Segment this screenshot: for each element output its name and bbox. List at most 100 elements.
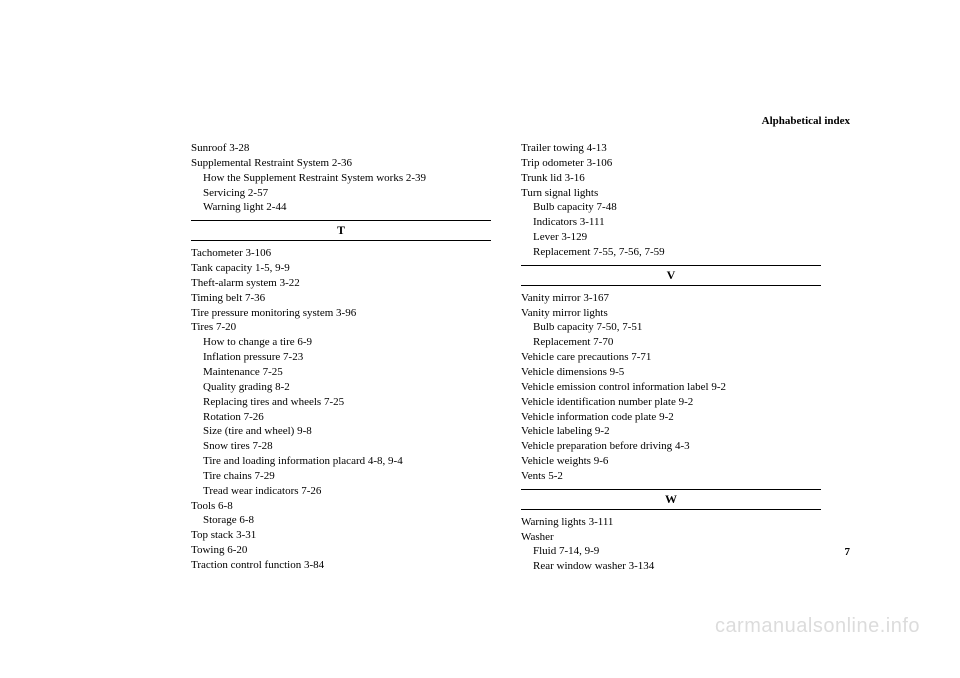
entry-text: Vanity mirror	[521, 292, 581, 304]
entry-text: Fluid	[533, 545, 556, 557]
entry-ref: 7-25	[321, 396, 344, 408]
entry-text: Bulb capacity	[533, 201, 594, 213]
entry-ref: 3-28	[226, 142, 249, 154]
entry-text: Trailer towing	[521, 142, 584, 154]
index-entry: Replacement 7-55, 7-56, 7-59	[521, 245, 821, 260]
entry-text: Replacement	[533, 246, 590, 258]
entry-text: Theft-alarm system	[191, 277, 277, 289]
entry-ref: 3-106	[243, 247, 271, 259]
entry-ref: 6-9	[295, 336, 312, 348]
index-entry: Rear window washer 3-134	[521, 559, 821, 574]
entry-ref: 6-8	[215, 500, 232, 512]
entry-text: Traction control function	[191, 559, 301, 571]
entry-text: Vehicle labeling	[521, 425, 592, 437]
entry-ref: 1-5, 9-9	[252, 262, 290, 274]
entry-ref: 3-22	[277, 277, 300, 289]
entry-text: Washer	[521, 531, 554, 543]
entry-ref: 7-29	[252, 470, 275, 482]
entry-ref: 2-36	[329, 157, 352, 169]
entry-text: Indicators	[533, 216, 577, 228]
index-entry: Quality grading 8-2	[191, 380, 491, 395]
index-entry: Snow tires 7-28	[191, 439, 491, 454]
entry-text: Tread wear indicators	[203, 485, 299, 497]
entry-text: Snow tires	[203, 440, 250, 452]
index-entry: Vanity mirror 3-167	[521, 291, 821, 306]
index-entry: Vehicle weights 9-6	[521, 454, 821, 469]
entry-ref: 7-14, 9-9	[556, 545, 599, 557]
entry-text: Servicing	[203, 187, 245, 199]
entry-ref: 6-8	[237, 514, 254, 526]
entry-ref: 8-2	[272, 381, 289, 393]
entry-text: Lever	[533, 231, 559, 243]
entry-ref: 3-16	[562, 172, 585, 184]
index-entry: Sunroof 3-28	[191, 141, 491, 156]
entry-ref: 9-2	[656, 411, 673, 423]
index-entry: Bulb capacity 7-50, 7-51	[521, 320, 821, 335]
entry-ref: 7-71	[629, 351, 652, 363]
entry-text: Supplemental Restraint System	[191, 157, 329, 169]
index-entry: Storage 6-8	[191, 513, 491, 528]
index-entry: Tires 7-20	[191, 320, 491, 335]
index-entry: Supplemental Restraint System 2-36	[191, 156, 491, 171]
entry-ref: 7-26	[299, 485, 322, 497]
index-entry: Timing belt 7-36	[191, 291, 491, 306]
index-entry: Bulb capacity 7-48	[521, 200, 821, 215]
index-entry: Warning lights 3-111	[521, 515, 821, 530]
entry-text: Replacing tires and wheels	[203, 396, 321, 408]
entry-ref: 3-106	[584, 157, 612, 169]
entry-ref: 3-84	[301, 559, 324, 571]
right-column: Trailer towing 4-13Trip odometer 3-106Tr…	[521, 141, 821, 574]
page-number: 7	[845, 546, 851, 558]
entry-text: Top stack	[191, 529, 233, 541]
entry-text: Vehicle weights	[521, 455, 591, 467]
entry-ref: 7-36	[242, 292, 265, 304]
entry-text: Vehicle care precautions	[521, 351, 629, 363]
entry-ref: 9-6	[591, 455, 608, 467]
entry-ref: 3-167	[581, 292, 609, 304]
entry-text: Inflation pressure	[203, 351, 280, 363]
entry-ref: 2-39	[403, 172, 426, 184]
entry-text: Vents	[521, 470, 545, 482]
entry-text: Trunk lid	[521, 172, 562, 184]
entry-text: Vehicle preparation before driving	[521, 440, 672, 452]
entry-text: How the Supplement Restraint System work…	[203, 172, 403, 184]
index-entry: Traction control function 3-84	[191, 558, 491, 573]
entry-text: Vehicle information code plate	[521, 411, 656, 423]
index-entry: Vehicle emission control information lab…	[521, 380, 821, 395]
index-entry: Tire pressure monitoring system 3-96	[191, 306, 491, 321]
index-entry: Tire and loading information placard 4-8…	[191, 454, 491, 469]
index-entry: Vehicle information code plate 9-2	[521, 410, 821, 425]
entry-ref: 3-111	[586, 516, 614, 528]
index-entry: Trailer towing 4-13	[521, 141, 821, 156]
section-letter: T	[191, 220, 491, 241]
index-entry: Vehicle preparation before driving 4-3	[521, 439, 821, 454]
entry-text: Timing belt	[191, 292, 242, 304]
entry-text: Tachometer	[191, 247, 243, 259]
index-entry: Turn signal lights	[521, 186, 821, 201]
entry-ref: 6-20	[224, 544, 247, 556]
index-entry: Fluid 7-14, 9-9	[521, 544, 821, 559]
entry-text: Tire chains	[203, 470, 252, 482]
index-entry: Maintenance 7-25	[191, 365, 491, 380]
index-entry: Indicators 3-111	[521, 215, 821, 230]
entry-text: Warning lights	[521, 516, 586, 528]
entry-text: Vehicle identification number plate	[521, 396, 676, 408]
index-entry: Size (tire and wheel) 9-8	[191, 424, 491, 439]
entry-ref: 7-50, 7-51	[594, 321, 643, 333]
entry-ref: 4-8, 9-4	[365, 455, 403, 467]
entry-ref: 7-70	[590, 336, 613, 348]
index-entry: Trunk lid 3-16	[521, 171, 821, 186]
entry-text: Tools	[191, 500, 215, 512]
entry-text: Tires	[191, 321, 213, 333]
entry-text: Vehicle dimensions	[521, 366, 607, 378]
index-entry: Tread wear indicators 7-26	[191, 484, 491, 499]
entry-text: Vanity mirror lights	[521, 307, 608, 319]
entry-ref: 2-44	[264, 201, 287, 213]
entry-text: Tire and loading information placard	[203, 455, 365, 467]
page-header: Alphabetical index	[762, 115, 850, 127]
entry-ref: 2-57	[245, 187, 268, 199]
index-page: Sunroof 3-28Supplemental Restraint Syste…	[0, 0, 960, 594]
index-entry: Trip odometer 3-106	[521, 156, 821, 171]
index-entry: Servicing 2-57	[191, 186, 491, 201]
entry-ref: 3-31	[233, 529, 256, 541]
